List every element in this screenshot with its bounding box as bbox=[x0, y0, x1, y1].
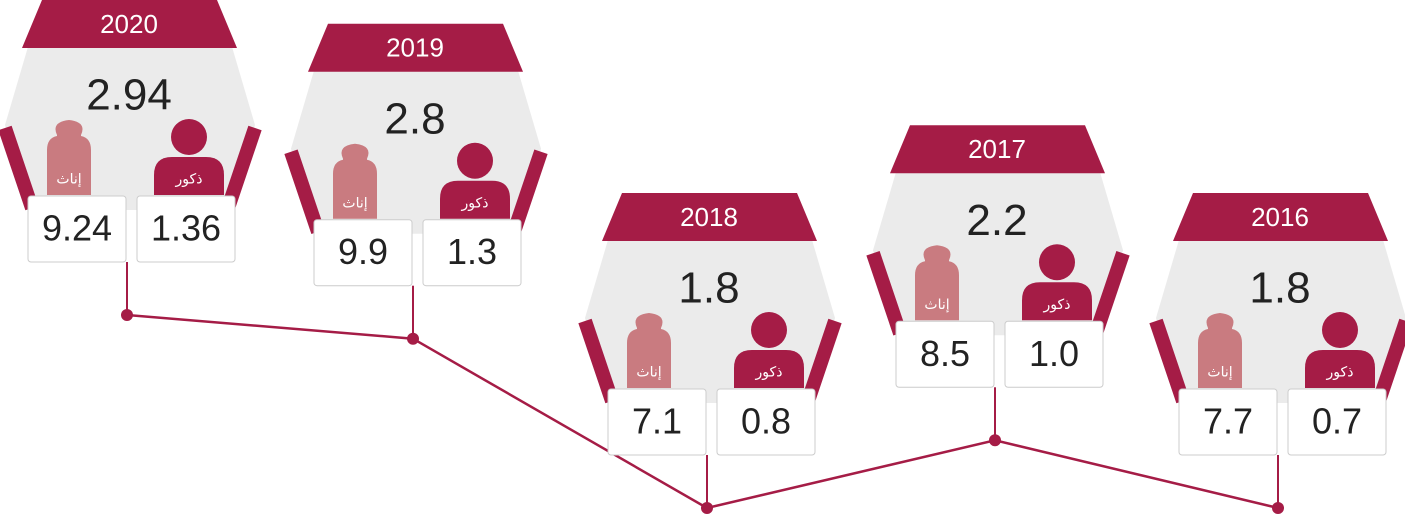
female-icon bbox=[47, 120, 91, 195]
female-label: إناث bbox=[924, 296, 949, 313]
female-value: 9.24 bbox=[42, 208, 112, 249]
male-label: ذكور bbox=[461, 194, 489, 211]
female-box bbox=[27, 195, 127, 263]
card-side bbox=[507, 149, 548, 234]
total-value: 1.8 bbox=[1249, 264, 1310, 313]
total-value: 2.8 bbox=[384, 94, 445, 143]
total-value: 1.8 bbox=[678, 264, 739, 313]
female-box bbox=[895, 320, 995, 388]
male-icon-body bbox=[734, 350, 804, 388]
year-tab bbox=[602, 193, 817, 241]
female-icon bbox=[1198, 313, 1242, 388]
year-card: 2018 1.8 إناث ذكور 7.1 0.8 bbox=[578, 193, 842, 456]
female-label: إناث bbox=[56, 171, 81, 188]
total-value: 2.94 bbox=[86, 71, 172, 120]
male-label: ذكور bbox=[755, 364, 783, 381]
female-box bbox=[1178, 388, 1278, 456]
male-icon-head bbox=[171, 119, 207, 155]
male-icon-head bbox=[457, 142, 493, 179]
male-box bbox=[136, 195, 236, 263]
year-label: 2020 bbox=[100, 9, 158, 39]
female-label: إناث bbox=[342, 194, 367, 211]
female-box bbox=[313, 219, 413, 287]
card-side bbox=[284, 149, 325, 234]
year-tab bbox=[1173, 193, 1388, 241]
female-label: إناث bbox=[636, 364, 661, 381]
male-value: 0.8 bbox=[741, 401, 791, 442]
female-icon bbox=[627, 313, 671, 388]
year-card: 2019 2.8 إناث ذكور 9.9 1.3 bbox=[284, 23, 548, 287]
card-side bbox=[866, 251, 907, 336]
female-icon bbox=[333, 143, 377, 219]
male-value: 1.3 bbox=[447, 231, 497, 272]
male-box bbox=[716, 388, 816, 456]
male-icon-body bbox=[1305, 350, 1375, 388]
trend-dot bbox=[407, 332, 419, 345]
female-value: 7.1 bbox=[632, 401, 682, 442]
male-label: ذكور bbox=[175, 171, 203, 188]
year-tab bbox=[308, 23, 523, 72]
total-value: 2.2 bbox=[966, 196, 1027, 245]
card-side bbox=[1149, 318, 1190, 404]
female-value: 8.5 bbox=[920, 333, 970, 374]
male-value: 1.0 bbox=[1029, 333, 1079, 374]
card-side bbox=[221, 125, 262, 211]
male-icon-head bbox=[1039, 244, 1075, 281]
year-label: 2017 bbox=[968, 134, 1026, 164]
card-side bbox=[0, 125, 39, 211]
male-value: 1.36 bbox=[151, 208, 221, 249]
card-side bbox=[801, 318, 842, 404]
line-layer bbox=[121, 262, 1284, 514]
male-icon-body bbox=[154, 157, 224, 195]
male-label: ذكور bbox=[1326, 364, 1354, 381]
male-box bbox=[422, 219, 522, 287]
year-label: 2019 bbox=[386, 33, 444, 63]
card-layer: 2020 2.94 إناث ذكور 9.24 1.36 2019 2.8 إناث ذكور 9… bbox=[0, 0, 1405, 456]
male-icon-head bbox=[1322, 312, 1358, 348]
card-side bbox=[1372, 318, 1405, 404]
male-value: 0.7 bbox=[1312, 401, 1362, 442]
year-label: 2016 bbox=[1251, 202, 1309, 232]
year-card: 2020 2.94 إناث ذكور 9.24 1.36 bbox=[0, 0, 262, 263]
year-tab bbox=[22, 0, 237, 48]
male-icon-head bbox=[751, 312, 787, 348]
year-card: 2017 2.2 إناث ذكور 8.5 1.0 bbox=[866, 125, 1130, 388]
year-tab bbox=[890, 125, 1105, 174]
male-box bbox=[1004, 320, 1104, 388]
male-box bbox=[1287, 388, 1387, 456]
female-box bbox=[607, 388, 707, 456]
male-icon-body bbox=[440, 180, 510, 219]
female-value: 7.7 bbox=[1203, 401, 1253, 442]
trend-dot bbox=[121, 309, 133, 321]
trend-dot bbox=[1272, 502, 1284, 514]
year-card: 2016 1.8 إناث ذكور 7.7 0.7 bbox=[1149, 193, 1405, 456]
male-label: ذكور bbox=[1043, 296, 1071, 313]
card-side bbox=[1089, 251, 1130, 336]
female-label: إناث bbox=[1207, 364, 1232, 381]
female-value: 9.9 bbox=[338, 231, 388, 272]
trend-dot bbox=[989, 434, 1001, 447]
female-icon bbox=[915, 245, 959, 321]
year-label: 2018 bbox=[680, 202, 738, 232]
trend-dot bbox=[701, 502, 713, 514]
male-icon-body bbox=[1022, 282, 1092, 321]
card-side bbox=[578, 318, 619, 404]
